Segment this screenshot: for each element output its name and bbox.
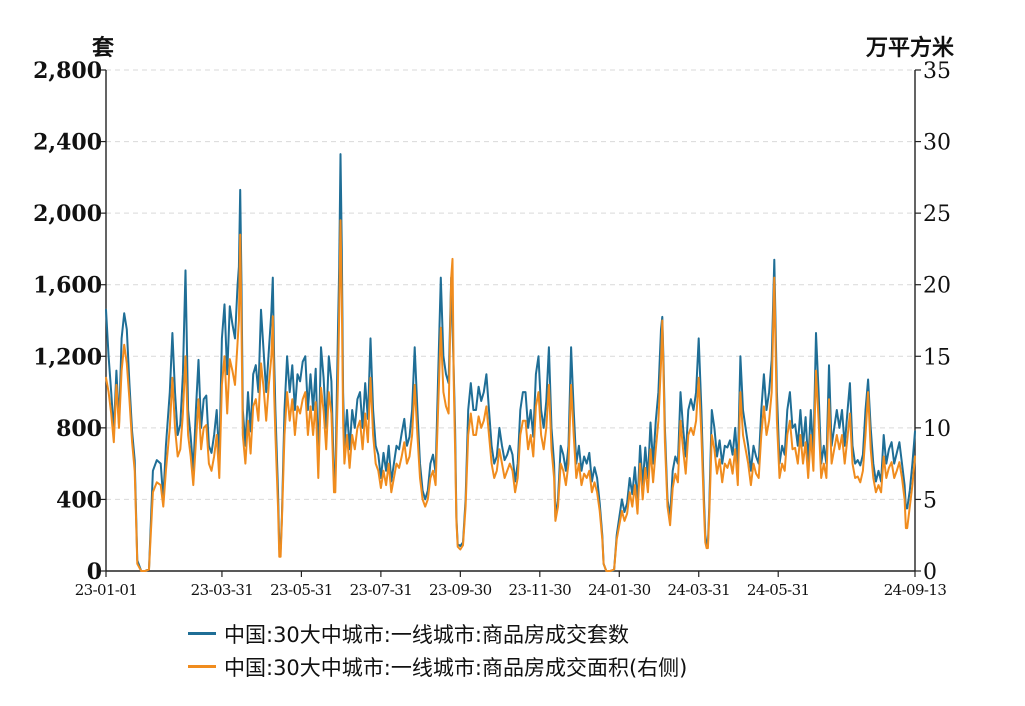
x-tick-label: 23-09-30 bbox=[429, 581, 492, 599]
left-tick-label: 0 bbox=[87, 559, 102, 585]
x-tick-label: 24-01-30 bbox=[588, 581, 651, 599]
x-tick-label: 24-03-31 bbox=[667, 581, 730, 599]
x-tick-label: 24-09-13 bbox=[884, 581, 947, 599]
left-tick-label: 1,600 bbox=[33, 273, 102, 299]
right-axis-unit: 万平方米 bbox=[866, 36, 955, 61]
x-tick-label: 23-05-31 bbox=[270, 581, 333, 599]
legend-swatch-blue bbox=[188, 632, 216, 635]
right-tick-label: 35 bbox=[923, 59, 951, 84]
right-tick-label: 15 bbox=[923, 345, 951, 370]
right-axis: 0 5 10 15 20 25 30 35 bbox=[914, 59, 951, 585]
left-tick-label: 2,000 bbox=[33, 201, 102, 227]
series-line-area-sold bbox=[105, 219, 916, 572]
series-layer bbox=[105, 153, 916, 572]
x-tick-label: 23-07-31 bbox=[350, 581, 413, 599]
left-tick-label: 800 bbox=[56, 416, 102, 442]
legend-label-units-sold: 中国:30大中城市:一线城市:商品房成交套数 bbox=[224, 623, 629, 647]
right-tick-label: 10 bbox=[923, 417, 951, 442]
right-tick-label: 30 bbox=[923, 131, 951, 156]
series-line-units-sold bbox=[105, 153, 916, 572]
legend-label-area-sold: 中国:30大中城市:一线城市:商品房成交面积(右侧) bbox=[224, 656, 688, 680]
left-axis: 0 400 800 1,200 1,600 2,000 2,400 2,800 bbox=[33, 58, 107, 585]
right-tick-label: 0 bbox=[923, 560, 937, 585]
legend-item-units-sold: 中国:30大中城市:一线城市:商品房成交套数 bbox=[188, 619, 888, 647]
x-axis: 23-01-01 23-03-31 23-05-31 23-07-31 23-09-30… bbox=[75, 570, 947, 599]
left-axis-unit: 套 bbox=[92, 36, 115, 61]
x-tick-label: 23-01-01 bbox=[75, 581, 138, 599]
left-tick-label: 400 bbox=[56, 487, 102, 513]
left-tick-label: 1,200 bbox=[33, 344, 102, 370]
right-tick-label: 25 bbox=[923, 202, 951, 227]
legend-item-area-sold: 中国:30大中城市:一线城市:商品房成交面积(右侧) bbox=[188, 652, 888, 680]
x-tick-label: 23-11-30 bbox=[509, 581, 572, 599]
x-tick-label: 23-03-31 bbox=[191, 581, 254, 599]
legend-swatch-orange bbox=[188, 665, 216, 668]
x-tick-label: 24-05-31 bbox=[747, 581, 810, 599]
left-tick-label: 2,400 bbox=[33, 130, 102, 156]
right-tick-label: 5 bbox=[923, 488, 937, 513]
left-tick-label: 2,800 bbox=[33, 58, 102, 84]
right-tick-label: 20 bbox=[923, 274, 951, 299]
gridlines bbox=[106, 69, 915, 500]
